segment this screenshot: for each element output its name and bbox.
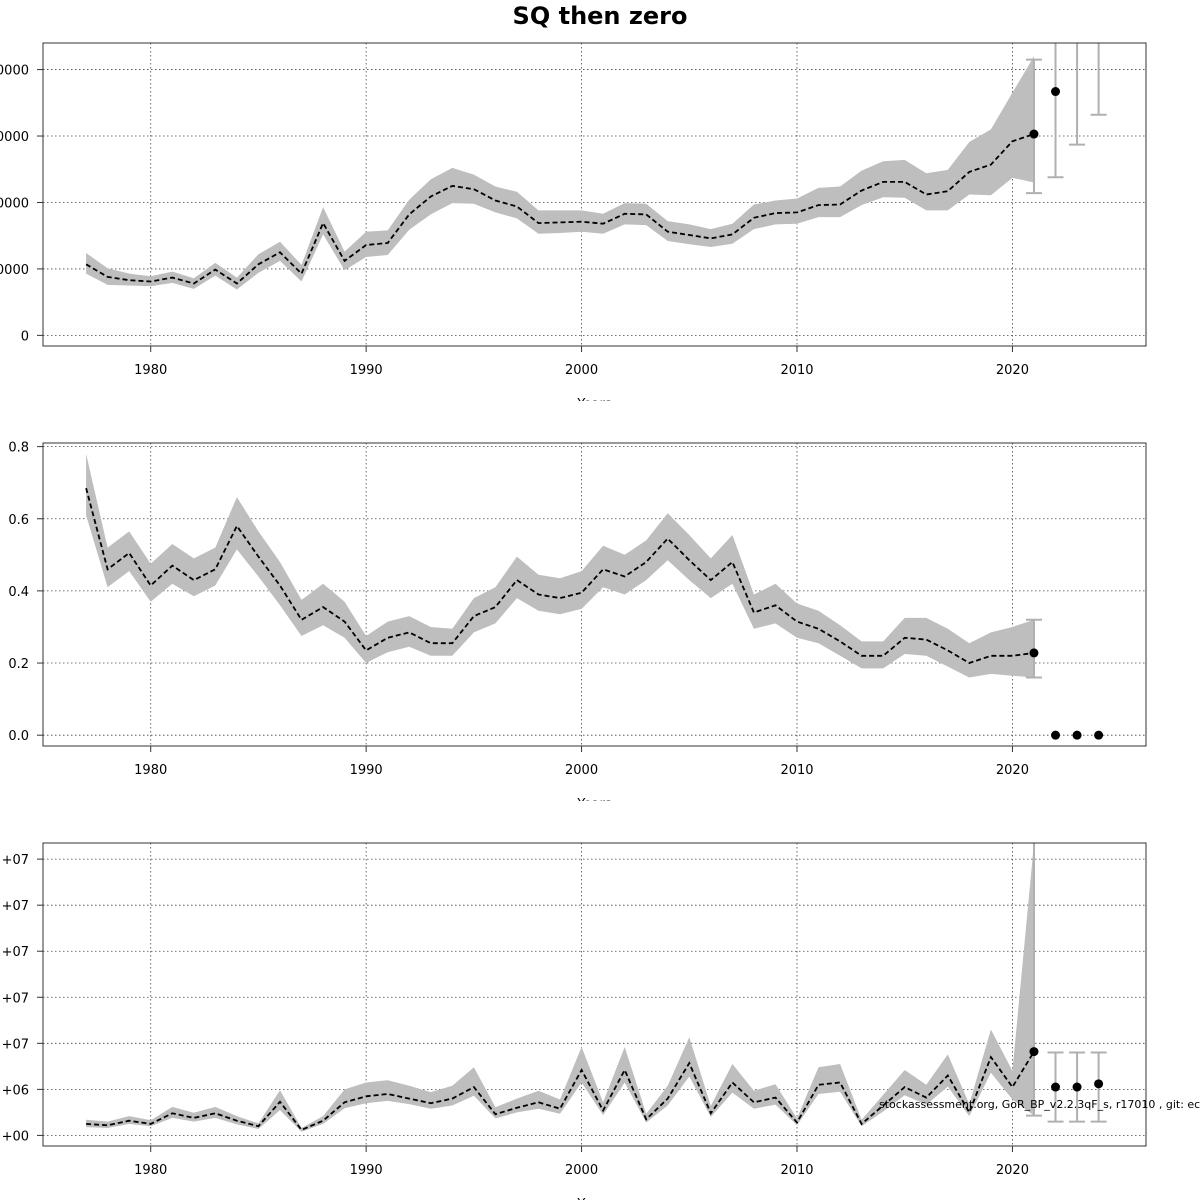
panel-1-x-axis-label: Years [576,397,612,412]
panel-2-projection-point [1051,730,1061,740]
panel-1-x-tick-label: 1980 [134,363,167,378]
figure-title: SQ then zero [513,2,688,30]
panel-3: 1980 1990 2000 2010 2020 +00 +06 +07 +07 +07 +07 +0… [2,842,1147,1200]
panel-3-median-line [86,1051,1035,1132]
panel-3-projection-point [1072,1082,1082,1092]
panel-1-plot-area [43,43,1146,346]
panel-2-y-tick-label: 0.2 [8,657,29,672]
panel-3-y-tick-label: +07 [2,945,29,960]
panel-1-y-tick-label: 0000 [0,263,29,278]
panel-3-confidence-band [86,843,1035,1132]
panel-2-x-tick-label: 1980 [134,763,167,778]
panel-3-y-tick-label: +07 [2,853,29,868]
panel-2-x-tick-label: 2010 [780,763,813,778]
panel-3-projection-point [1094,1079,1104,1089]
panel-3-frame [42,842,1147,1147]
panel-1-x-tick-label: 2010 [780,363,813,378]
panel-3-x-tick-label: 2010 [780,1163,813,1178]
panel-2-x-tick-label: 2020 [996,763,1029,778]
panel-2: 1980 1990 2000 2010 2020 0.0 0.2 0.4 0.6 0.8 Years [8,441,1147,812]
panel-2-x-axis-label: Years [576,797,612,812]
panel-3-plot-area [43,843,1146,1146]
panel-1-projection-point [1029,129,1039,139]
panel-3-plot: 1980 1990 2000 2010 2020 +00 +06 +07 +07 +07 +07 +0… [2,842,1147,1200]
panel-1-y-tick-label: 0 [21,329,29,344]
panel-1-x-tick-label: 2000 [565,363,598,378]
panel-3-y-tick-label: +00 [2,1129,29,1144]
panel-1-y-tick-label: 0000 [0,64,29,79]
panel-3-x-tick-label: 2000 [565,1163,598,1178]
panel-1-frame [42,42,1147,347]
panel-1-projection-point [1051,87,1061,97]
panel-2-y-tick-label: 0.8 [8,441,29,456]
panel-3-x-tick-label: 1990 [350,1163,383,1178]
panel-3-y-tick-label: +07 [2,991,29,1006]
panel-2-y-tick-label: 0.0 [8,729,29,744]
panel-2-projection-point [1072,730,1082,740]
panel-2-y-tick-label: 0.6 [8,513,29,528]
panel-2-x-tick-label: 1990 [350,763,383,778]
panel-1-x-tick-label: 1990 [350,363,383,378]
panel-1-y-tick-label: 0000 [0,130,29,145]
panel-2-median-line [85,487,1035,664]
panel-2-y-tick-label: 0.4 [8,585,29,600]
panel-3-projection-point [1051,1082,1061,1092]
panel-1-plot: 1980 1990 2000 2010 202000000000000000000Yea… [0,42,1147,412]
panel-3-x-tick-label: 1980 [134,1163,167,1178]
panel-1-median-line [85,133,1035,285]
panel-1-y-tick-label: 0000 [0,196,29,211]
panel-3-y-tick-label: +07 [2,1037,29,1052]
panel-1: 1980 1990 2000 2010 202000000000000000000Yea… [0,42,1147,412]
panel-1-confidence-band [86,56,1035,290]
panel-3-x-axis-label: Years [576,1197,612,1200]
panel-1-x-tick-label: 2020 [996,363,1029,378]
panel-3-y-tick-label: +07 [2,899,29,914]
panel-2-plot: 1980 1990 2000 2010 2020 0.0 0.2 0.4 0.6 0.8 Years [8,441,1147,812]
panel-2-plot-area [43,443,1146,746]
footnote: stockassessment.org, GoR_BP_v2.2.3qF_s, … [879,1098,1200,1111]
panel-3-projection-point [1029,1047,1039,1057]
panel-2-frame [42,442,1147,747]
panel-2-projection-point [1094,730,1104,740]
panel-3-x-tick-label: 2020 [996,1163,1029,1178]
panel-3-y-tick-label: +06 [2,1083,29,1098]
panel-2-confidence-band [86,453,1035,678]
panel-2-projection-point [1029,648,1039,658]
panel-2-x-tick-label: 2000 [565,763,598,778]
